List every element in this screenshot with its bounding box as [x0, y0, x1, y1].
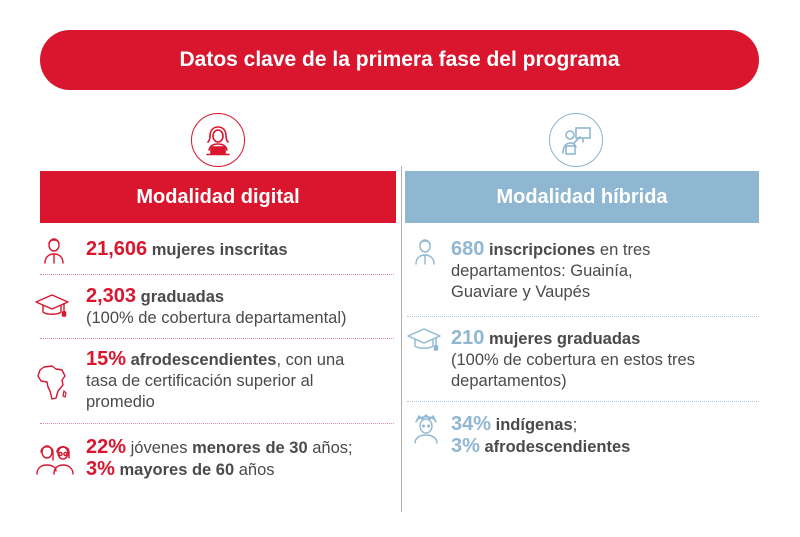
digital-item-1: 21,606 mujeres inscritas	[86, 239, 288, 261]
stat-number: 680	[451, 238, 485, 260]
woman-laptop-icon	[191, 113, 245, 167]
stat-label: mayores de 60	[119, 461, 235, 479]
woman-icon	[413, 237, 437, 270]
digital-item-3: 15% afrodescendientes, con una tasa de c…	[86, 349, 392, 413]
stat-label: afrodescendientes	[130, 351, 277, 369]
stat-label: inscripciones	[488, 241, 596, 259]
stat-text: departamentos)	[451, 372, 567, 390]
graduation-cap-icon	[406, 326, 442, 361]
stat-label: mujeres graduadas	[488, 330, 641, 348]
stat-text: años	[234, 461, 275, 479]
graduation-cap-icon	[34, 292, 70, 327]
stat-text: tasa de certificación superior al	[86, 372, 314, 390]
stat-text: ;	[572, 416, 578, 434]
stat-number: 22%	[86, 436, 127, 458]
stat-text: años;	[307, 439, 353, 457]
digital-item-4: 22% jóvenes menores de 30 años; 3% mayor…	[86, 437, 353, 481]
stat-label: graduadas	[140, 288, 225, 306]
two-women-icon	[36, 440, 74, 481]
separator	[40, 274, 394, 275]
digital-heading: Modalidad digital	[40, 171, 396, 223]
stat-text: promedio	[86, 393, 155, 411]
column-divider	[401, 166, 402, 512]
hybrid-item-2: 210 mujeres graduadas (100% de cobertura…	[451, 328, 695, 392]
stat-text: departamentos: Guainía,	[451, 262, 633, 280]
stat-label: mujeres inscritas	[151, 241, 288, 259]
separator	[407, 401, 759, 402]
stat-number: 2,303	[86, 285, 137, 307]
stat-text: jóvenes	[126, 439, 193, 457]
stat-number: 21,606	[86, 238, 148, 260]
stat-number: 34%	[451, 413, 492, 435]
stat-text: en tres	[595, 241, 651, 259]
hybrid-heading: Modalidad híbrida	[405, 171, 759, 223]
stat-number: 210	[451, 327, 485, 349]
stat-text: (100% de cobertura en estos tres	[451, 351, 695, 369]
stat-number: 3%	[86, 458, 115, 480]
digital-item-2: 2,303 graduadas (100% de cobertura depar…	[86, 286, 347, 329]
indigenous-woman-icon	[411, 412, 441, 449]
separator	[40, 338, 394, 339]
hybrid-item-3: 34% indígenas; 3% afrodescendientes	[451, 414, 630, 458]
separator	[40, 423, 394, 424]
separator	[407, 316, 759, 317]
stat-text: (100% de cobertura departamental)	[86, 309, 347, 327]
stat-text: Guaviare y Vaupés	[451, 283, 591, 301]
stat-number: 3%	[451, 435, 480, 457]
woman-icon	[42, 236, 66, 269]
woman-presenter-icon	[549, 113, 603, 167]
hybrid-item-1: 680 inscripciones en tres departamentos:…	[451, 239, 650, 303]
stat-number: 15%	[86, 348, 127, 370]
stat-label: afrodescendientes	[484, 438, 631, 456]
page-title: Datos clave de la primera fase del progr…	[40, 30, 759, 90]
stat-text: , con una	[276, 351, 345, 369]
stat-label: menores de 30	[192, 439, 308, 457]
africa-map-icon	[36, 364, 68, 405]
stat-label: indígenas	[495, 416, 573, 434]
